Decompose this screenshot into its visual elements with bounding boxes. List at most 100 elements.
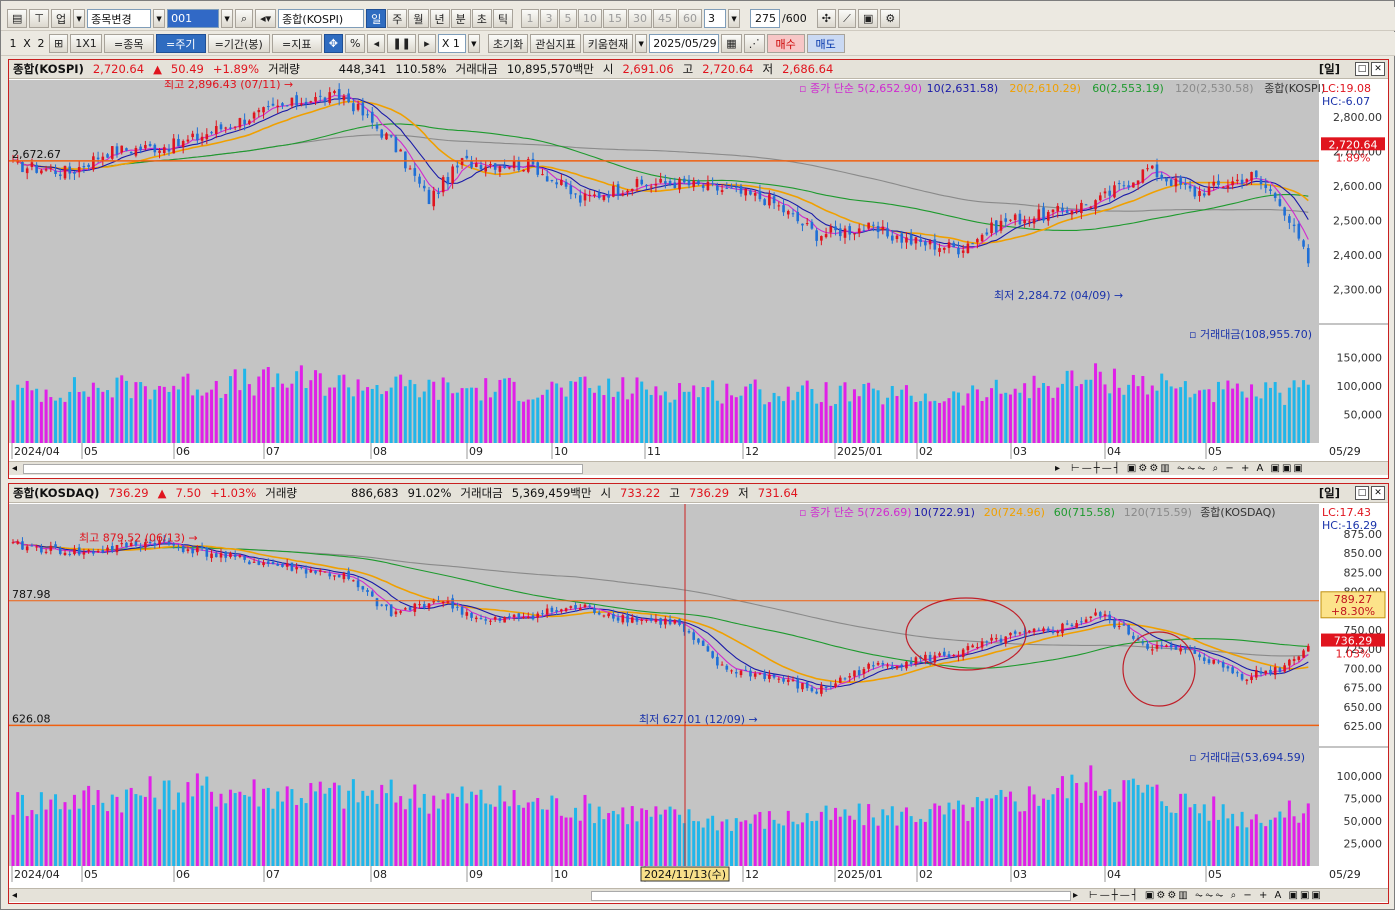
tab-period[interactable]: =주기 xyxy=(155,34,206,53)
volume-bar xyxy=(975,389,979,443)
date-input[interactable]: 2025/05/29 xyxy=(649,34,720,53)
kospi-chart-canvas[interactable]: 2,800.002,700.002,600.002,500.002,400.00… xyxy=(9,80,1388,466)
scroll-thumb[interactable] xyxy=(23,463,583,474)
reset-button[interactable]: 초기화 xyxy=(487,34,529,53)
maximize-icon[interactable]: □ xyxy=(1355,62,1369,76)
percent-button[interactable]: % xyxy=(344,34,366,53)
period-tab[interactable]: 주 xyxy=(387,9,408,28)
minute-tab[interactable]: 5 xyxy=(559,9,578,28)
grid-layout-icon[interactable]: ⊞ xyxy=(49,34,69,53)
code-dropdown[interactable]: ▼ xyxy=(221,9,234,28)
buy-button[interactable]: 매수 xyxy=(766,34,805,53)
period-tab[interactable]: 분 xyxy=(450,9,471,28)
candle-body xyxy=(1302,240,1305,247)
chart-tool-icons[interactable]: ⊢—┼—┤ ▣⚙⚙▥ ⏦⏦⏦ ⌕ − + A ▣▣▣ xyxy=(1071,463,1305,474)
layout-1[interactable]: 1 xyxy=(9,37,17,50)
scroll-thumb[interactable] xyxy=(591,890,1071,901)
candle-body xyxy=(649,617,653,621)
volume-bar xyxy=(252,779,256,866)
move-tool-icon[interactable]: ✥ xyxy=(323,34,343,53)
kosdaq-amount: 5,369,459백만 xyxy=(511,486,592,500)
candle-body xyxy=(574,605,577,609)
scale-dropdown[interactable]: ▼ xyxy=(467,34,480,53)
candle-body xyxy=(919,239,922,243)
kosdaq-chart-canvas[interactable]: 875.00850.00825.00800.00775.00750.00725.… xyxy=(9,504,1388,890)
tab-item[interactable]: =종목 xyxy=(103,34,154,53)
kiwoom-current-button[interactable]: 키움현재 xyxy=(582,34,634,53)
candle-body xyxy=(730,670,733,672)
candle-body xyxy=(597,192,601,198)
scroll-right-icon[interactable]: ▸ xyxy=(1055,463,1061,474)
maximize-icon[interactable]: □ xyxy=(1355,486,1369,500)
candle-body xyxy=(21,161,24,173)
candle-body xyxy=(1013,631,1017,634)
candle-body xyxy=(1193,186,1197,197)
layout-2[interactable]: 2 xyxy=(37,37,45,50)
interest-indicator-button[interactable]: 관심지표 xyxy=(530,34,581,53)
item-change-select[interactable]: 종목변경 xyxy=(87,9,152,28)
market-dropdown[interactable]: ▼ xyxy=(73,9,86,28)
candle-body xyxy=(848,676,852,678)
sell-button[interactable]: 매도 xyxy=(806,34,845,53)
calendar-icon[interactable]: ▦ xyxy=(721,34,742,53)
market-button[interactable]: 업 xyxy=(51,9,72,28)
tick-dropdown[interactable]: ▼ xyxy=(728,9,741,28)
pin-icon[interactable]: ⊤ xyxy=(29,9,49,28)
scroll-left-icon[interactable]: ◂ xyxy=(367,34,386,53)
period-tab[interactable]: 일 xyxy=(366,9,387,28)
volume-bar xyxy=(106,811,110,866)
period-tab[interactable]: 월 xyxy=(408,9,429,28)
volume-bar xyxy=(621,807,625,866)
chart-tool-icons[interactable]: ⊢—┼—┤ ▣⚙⚙▥ ⏦⏦⏦ ⌕ − + A ▣▣▣ xyxy=(1089,890,1323,901)
minute-tab[interactable]: 3 xyxy=(540,9,559,28)
minute-tab[interactable]: 30 xyxy=(628,9,653,28)
grid-1x1-button[interactable]: 1X1 xyxy=(70,34,102,53)
close-icon[interactable]: ✕ xyxy=(1371,486,1385,500)
volume-bar xyxy=(484,378,488,443)
scroll-right-icon[interactable]: ▸ xyxy=(1073,890,1079,901)
period-tab[interactable]: 틱 xyxy=(492,9,514,28)
tick-select[interactable]: 3 xyxy=(704,9,727,28)
candle-body xyxy=(370,591,374,597)
period-tab[interactable]: 년 xyxy=(429,9,450,28)
volume-bar xyxy=(16,792,20,866)
minute-tab[interactable]: 1 xyxy=(521,9,540,28)
minute-tab[interactable]: 10 xyxy=(578,9,603,28)
minute-tab[interactable]: 45 xyxy=(653,9,678,28)
speaker-icon[interactable]: ◂▾ xyxy=(255,9,277,28)
period-tab[interactable]: 초 xyxy=(471,9,492,28)
save-icon[interactable]: ▣ xyxy=(857,9,879,28)
trendline-tool-icon[interactable]: ⟋ xyxy=(837,9,856,28)
search-icon[interactable]: ⌕ xyxy=(235,9,254,28)
candle-body xyxy=(290,97,294,106)
item-change-dropdown[interactable]: ▼ xyxy=(153,9,166,28)
candle-body xyxy=(44,551,48,553)
scroll-left-icon[interactable]: ◂ xyxy=(12,890,18,901)
candle-body xyxy=(909,234,913,245)
candle-body xyxy=(942,651,946,656)
minute-tab[interactable]: 15 xyxy=(603,9,628,28)
kiwoom-dropdown[interactable]: ▼ xyxy=(635,34,648,53)
scale-select[interactable]: X 1 xyxy=(437,34,466,53)
code-input[interactable]: 001 xyxy=(167,9,220,28)
volume-bar xyxy=(692,385,696,443)
kospi-scrollbar[interactable]: ◂ ▸ ⊢—┼—┤ ▣⚙⚙▥ ⏦⏦⏦ ⌕ − + A ▣▣▣ xyxy=(9,461,1388,475)
candle-body xyxy=(451,166,454,184)
volume-bar xyxy=(1065,370,1069,443)
tab-indicator[interactable]: =지표 xyxy=(271,34,322,53)
bar-count-input[interactable]: 275 xyxy=(750,9,781,28)
pause-icon[interactable]: ❚❚ xyxy=(387,34,416,53)
volume-bar xyxy=(1183,793,1187,866)
candle-body xyxy=(1179,178,1182,185)
close-icon[interactable]: ✕ xyxy=(1371,62,1385,76)
minute-tab[interactable]: 60 xyxy=(678,9,703,28)
tab-range[interactable]: =기간(봉) xyxy=(207,34,270,53)
chart-type-icon[interactable]: ⋰ xyxy=(743,34,765,53)
scroll-right-icon[interactable]: ▸ xyxy=(417,34,436,53)
settings-gear-icon[interactable]: ⚙ xyxy=(880,9,901,28)
scroll-left-icon[interactable]: ◂ xyxy=(12,463,18,474)
kosdaq-scrollbar[interactable]: ◂ ▸ ⊢—┼—┤ ▣⚙⚙▥ ⏦⏦⏦ ⌕ − + A ▣▣▣ xyxy=(9,888,1388,902)
layout-x[interactable]: X xyxy=(23,37,31,50)
layout-icon[interactable]: ▤ xyxy=(7,9,28,28)
crosshair-tool-icon[interactable]: ✣ xyxy=(816,9,836,28)
